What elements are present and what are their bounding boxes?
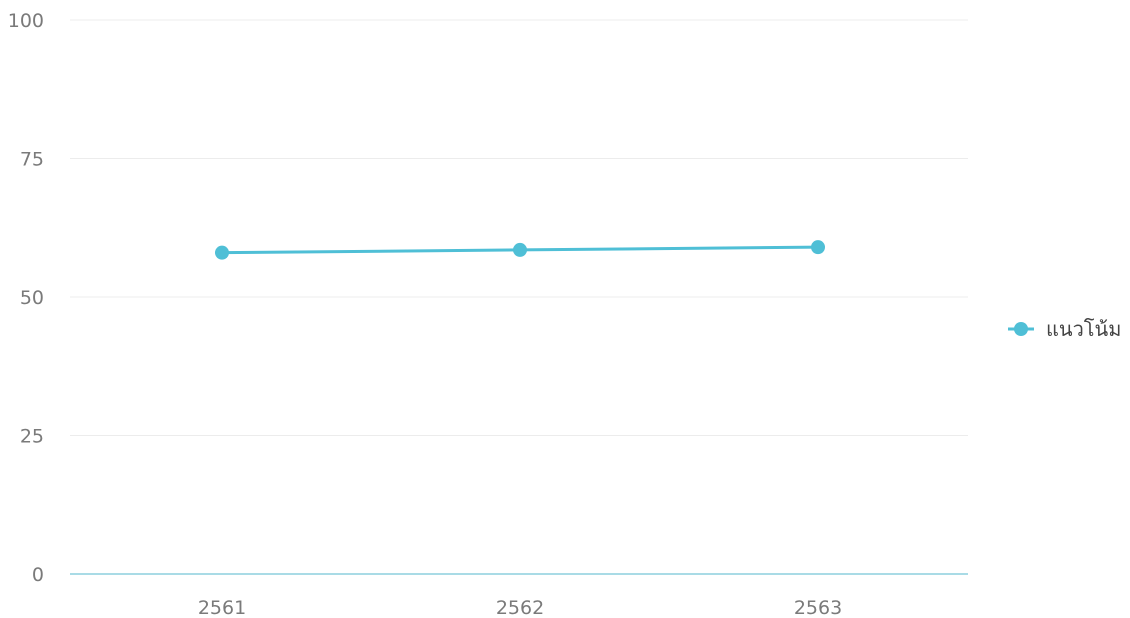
y-tick-label: 50 <box>20 287 44 309</box>
data-point <box>513 242 527 257</box>
y-tick-label: 100 <box>8 10 44 32</box>
legend-series-label: แนวโน้ม <box>1046 317 1121 341</box>
data-point <box>811 240 825 255</box>
y-tick-label: 75 <box>20 149 44 171</box>
y-axis-ticks: 0 25 50 75 100 <box>8 10 44 586</box>
x-tick-label: 2563 <box>794 597 842 618</box>
y-tick-label: 25 <box>20 426 44 448</box>
x-tick-label: 2562 <box>496 597 544 618</box>
legend-series-marker <box>1014 322 1028 336</box>
y-tick-label: 0 <box>32 564 44 586</box>
x-tick-label: 2561 <box>198 597 246 618</box>
series-lines <box>215 240 825 260</box>
grid-lines <box>70 19 968 575</box>
x-axis-ticks: 2561 2562 2563 <box>198 597 842 618</box>
legend: แนวโน้ม <box>1008 317 1121 341</box>
data-point <box>215 245 229 260</box>
